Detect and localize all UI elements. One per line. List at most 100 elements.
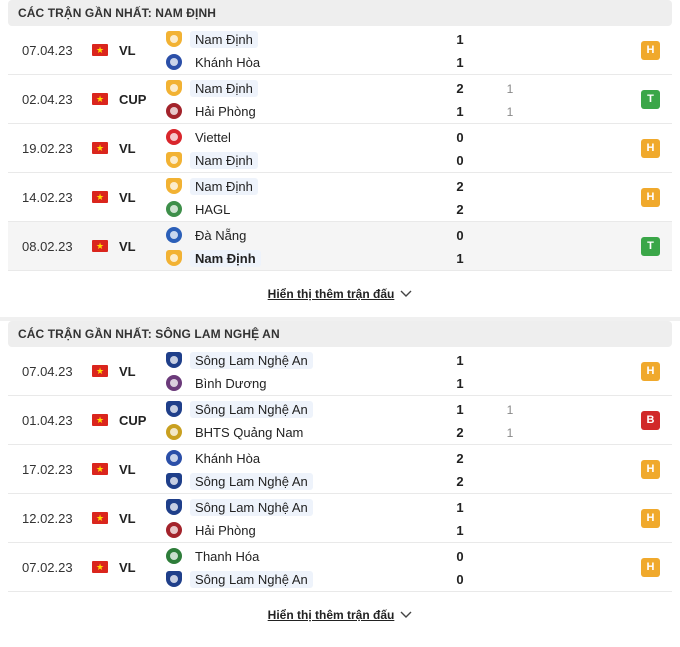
match-row[interactable]: 17.02.23 ★ VL Khánh Hòa 2 Sông Lam Nghệ An 2 H <box>8 445 672 494</box>
team-logo-icon <box>166 522 182 538</box>
home-team[interactable]: Sông Lam Nghệ An <box>166 497 313 517</box>
team-logo-icon <box>166 103 182 119</box>
team-name: BHTS Quảng Nam <box>195 424 304 440</box>
team-logo-icon <box>166 499 182 515</box>
team-logo-icon <box>166 152 182 168</box>
team-name: Viettel <box>195 129 231 145</box>
show-more-row: Hiển thị thêm trận đấu <box>0 592 680 638</box>
vietnam-flag-icon: ★ <box>92 414 108 426</box>
show-more-link[interactable]: Hiển thị thêm trận đấu <box>268 287 413 301</box>
match-row[interactable]: 07.04.23 ★ VL Nam Định 1 Khánh Hòa 1 H <box>8 26 672 75</box>
match-date: 17.02.23 <box>22 462 73 477</box>
away-team[interactable]: Bình Dương <box>166 373 271 393</box>
competition-label: VL <box>119 364 136 379</box>
home-team[interactable]: Sông Lam Nghệ An <box>166 350 313 370</box>
home-team[interactable]: Viettel <box>166 127 236 147</box>
home-score: 1 <box>456 500 464 515</box>
vietnam-flag-icon: ★ <box>92 240 108 252</box>
team-logo-icon <box>166 473 182 489</box>
home-team[interactable]: Nam Định <box>166 78 258 98</box>
team-logo-icon <box>166 375 182 391</box>
away-team[interactable]: Hải Phòng <box>166 101 261 121</box>
home-team[interactable]: Khánh Hòa <box>166 448 265 468</box>
match-row[interactable]: 02.04.23 ★ CUP Nam Định 2 1 Hải Phòng 1 1 T <box>8 75 672 124</box>
vietnam-flag-icon: ★ <box>92 142 108 154</box>
show-more-label: Hiển thị thêm trận đấu <box>267 287 395 301</box>
competition-label: VL <box>119 560 136 575</box>
away-team[interactable]: HAGL <box>166 199 235 219</box>
team-name: Hải Phòng <box>195 522 256 538</box>
vietnam-flag-icon: ★ <box>92 93 108 105</box>
home-team[interactable]: Nam Định <box>166 29 258 49</box>
result-badge: H <box>641 41 660 60</box>
match-row[interactable]: 14.02.23 ★ VL Nam Định 2 HAGL 2 H <box>8 173 672 222</box>
result-badge: H <box>641 509 660 528</box>
result-badge: H <box>641 558 660 577</box>
team-name: HAGL <box>195 201 231 217</box>
away-team[interactable]: Khánh Hòa <box>166 52 265 72</box>
result-badge: H <box>641 460 660 479</box>
result-badge: H <box>641 362 660 381</box>
team-name: Nam Định <box>190 151 258 169</box>
home-team[interactable]: Sông Lam Nghệ An <box>166 399 313 419</box>
show-more-link[interactable]: Hiển thị thêm trận đấu <box>268 608 413 622</box>
match-row[interactable]: 01.04.23 ★ CUP Sông Lam Nghệ An 1 1 BHTS Quảng… <box>8 396 672 445</box>
team-logo-icon <box>166 227 182 243</box>
section-recent-matches: CÁC TRẬN GẦN NHẤT: SÔNG LAM NGHỆ AN 07.04… <box>0 321 680 638</box>
chevron-down-icon <box>400 611 412 618</box>
match-row[interactable]: 19.02.23 ★ VL Viettel 0 Nam Định 0 H <box>8 124 672 173</box>
team-logo-icon <box>166 201 182 217</box>
team-name: Bình Dương <box>195 375 267 391</box>
vietnam-flag-icon: ★ <box>92 463 108 475</box>
team-logo-icon <box>166 250 182 266</box>
section-divider <box>0 317 680 321</box>
team-name: Sông Lam Nghệ An <box>190 570 313 588</box>
team-logo-icon <box>166 424 182 440</box>
chevron-down-icon <box>400 290 412 297</box>
away-team[interactable]: Nam Định <box>166 248 261 268</box>
result-badge: T <box>641 237 660 256</box>
team-logo-icon <box>166 548 182 564</box>
away-team[interactable]: Sông Lam Nghệ An <box>166 569 313 589</box>
match-date: 12.02.23 <box>22 511 73 526</box>
result-badge: T <box>641 90 660 109</box>
vietnam-flag-icon: ★ <box>92 561 108 573</box>
vietnam-flag-icon: ★ <box>92 191 108 203</box>
section-title: CÁC TRẬN GẦN NHẤT: NAM ĐỊNH <box>8 0 672 26</box>
competition-label: VL <box>119 43 136 58</box>
team-name: Thanh Hóa <box>195 548 260 564</box>
team-name: Khánh Hòa <box>195 54 261 70</box>
competition-label: VL <box>119 462 136 477</box>
team-name: Đà Nẵng <box>195 227 247 243</box>
home-halftime-score: 1 <box>506 403 514 417</box>
home-score: 2 <box>456 81 464 96</box>
away-team[interactable]: Hải Phòng <box>166 520 261 540</box>
match-row[interactable]: 12.02.23 ★ VL Sông Lam Nghệ An 1 Hải Phòng 1 H <box>8 494 672 543</box>
result-badge: B <box>641 411 660 430</box>
team-name: Nam Định <box>190 79 258 97</box>
match-row[interactable]: 08.02.23 ★ VL Đà Nẵng 0 Nam Định 1 T <box>8 222 672 271</box>
match-date: 02.04.23 <box>22 92 73 107</box>
away-team[interactable]: Sông Lam Nghệ An <box>166 471 313 491</box>
away-halftime-score: 1 <box>506 426 514 440</box>
match-row[interactable]: 07.04.23 ★ VL Sông Lam Nghệ An 1 Bình Dương 1 H <box>8 347 672 396</box>
team-name: Khánh Hòa <box>195 450 261 466</box>
match-date: 08.02.23 <box>22 239 73 254</box>
team-logo-icon <box>166 54 182 70</box>
home-team[interactable]: Đà Nẵng <box>166 225 251 245</box>
home-team[interactable]: Thanh Hóa <box>166 546 264 566</box>
match-row[interactable]: 07.02.23 ★ VL Thanh Hóa 0 Sông Lam Nghệ An 0 H <box>8 543 672 592</box>
away-halftime-score: 1 <box>506 105 514 119</box>
team-logo-icon <box>166 178 182 194</box>
match-date: 07.04.23 <box>22 43 73 58</box>
away-score: 1 <box>456 523 464 538</box>
show-more-row: Hiển thị thêm trận đấu <box>0 271 680 317</box>
away-team[interactable]: Nam Định <box>166 150 258 170</box>
away-score: 0 <box>456 572 464 587</box>
home-team[interactable]: Nam Định <box>166 176 258 196</box>
match-list: 07.04.23 ★ VL Nam Định 1 Khánh Hòa 1 H 02.04.23 ★… <box>8 26 672 271</box>
team-name: Nam Định <box>190 30 258 48</box>
away-team[interactable]: BHTS Quảng Nam <box>166 422 308 442</box>
team-name: Sông Lam Nghệ An <box>190 498 313 516</box>
